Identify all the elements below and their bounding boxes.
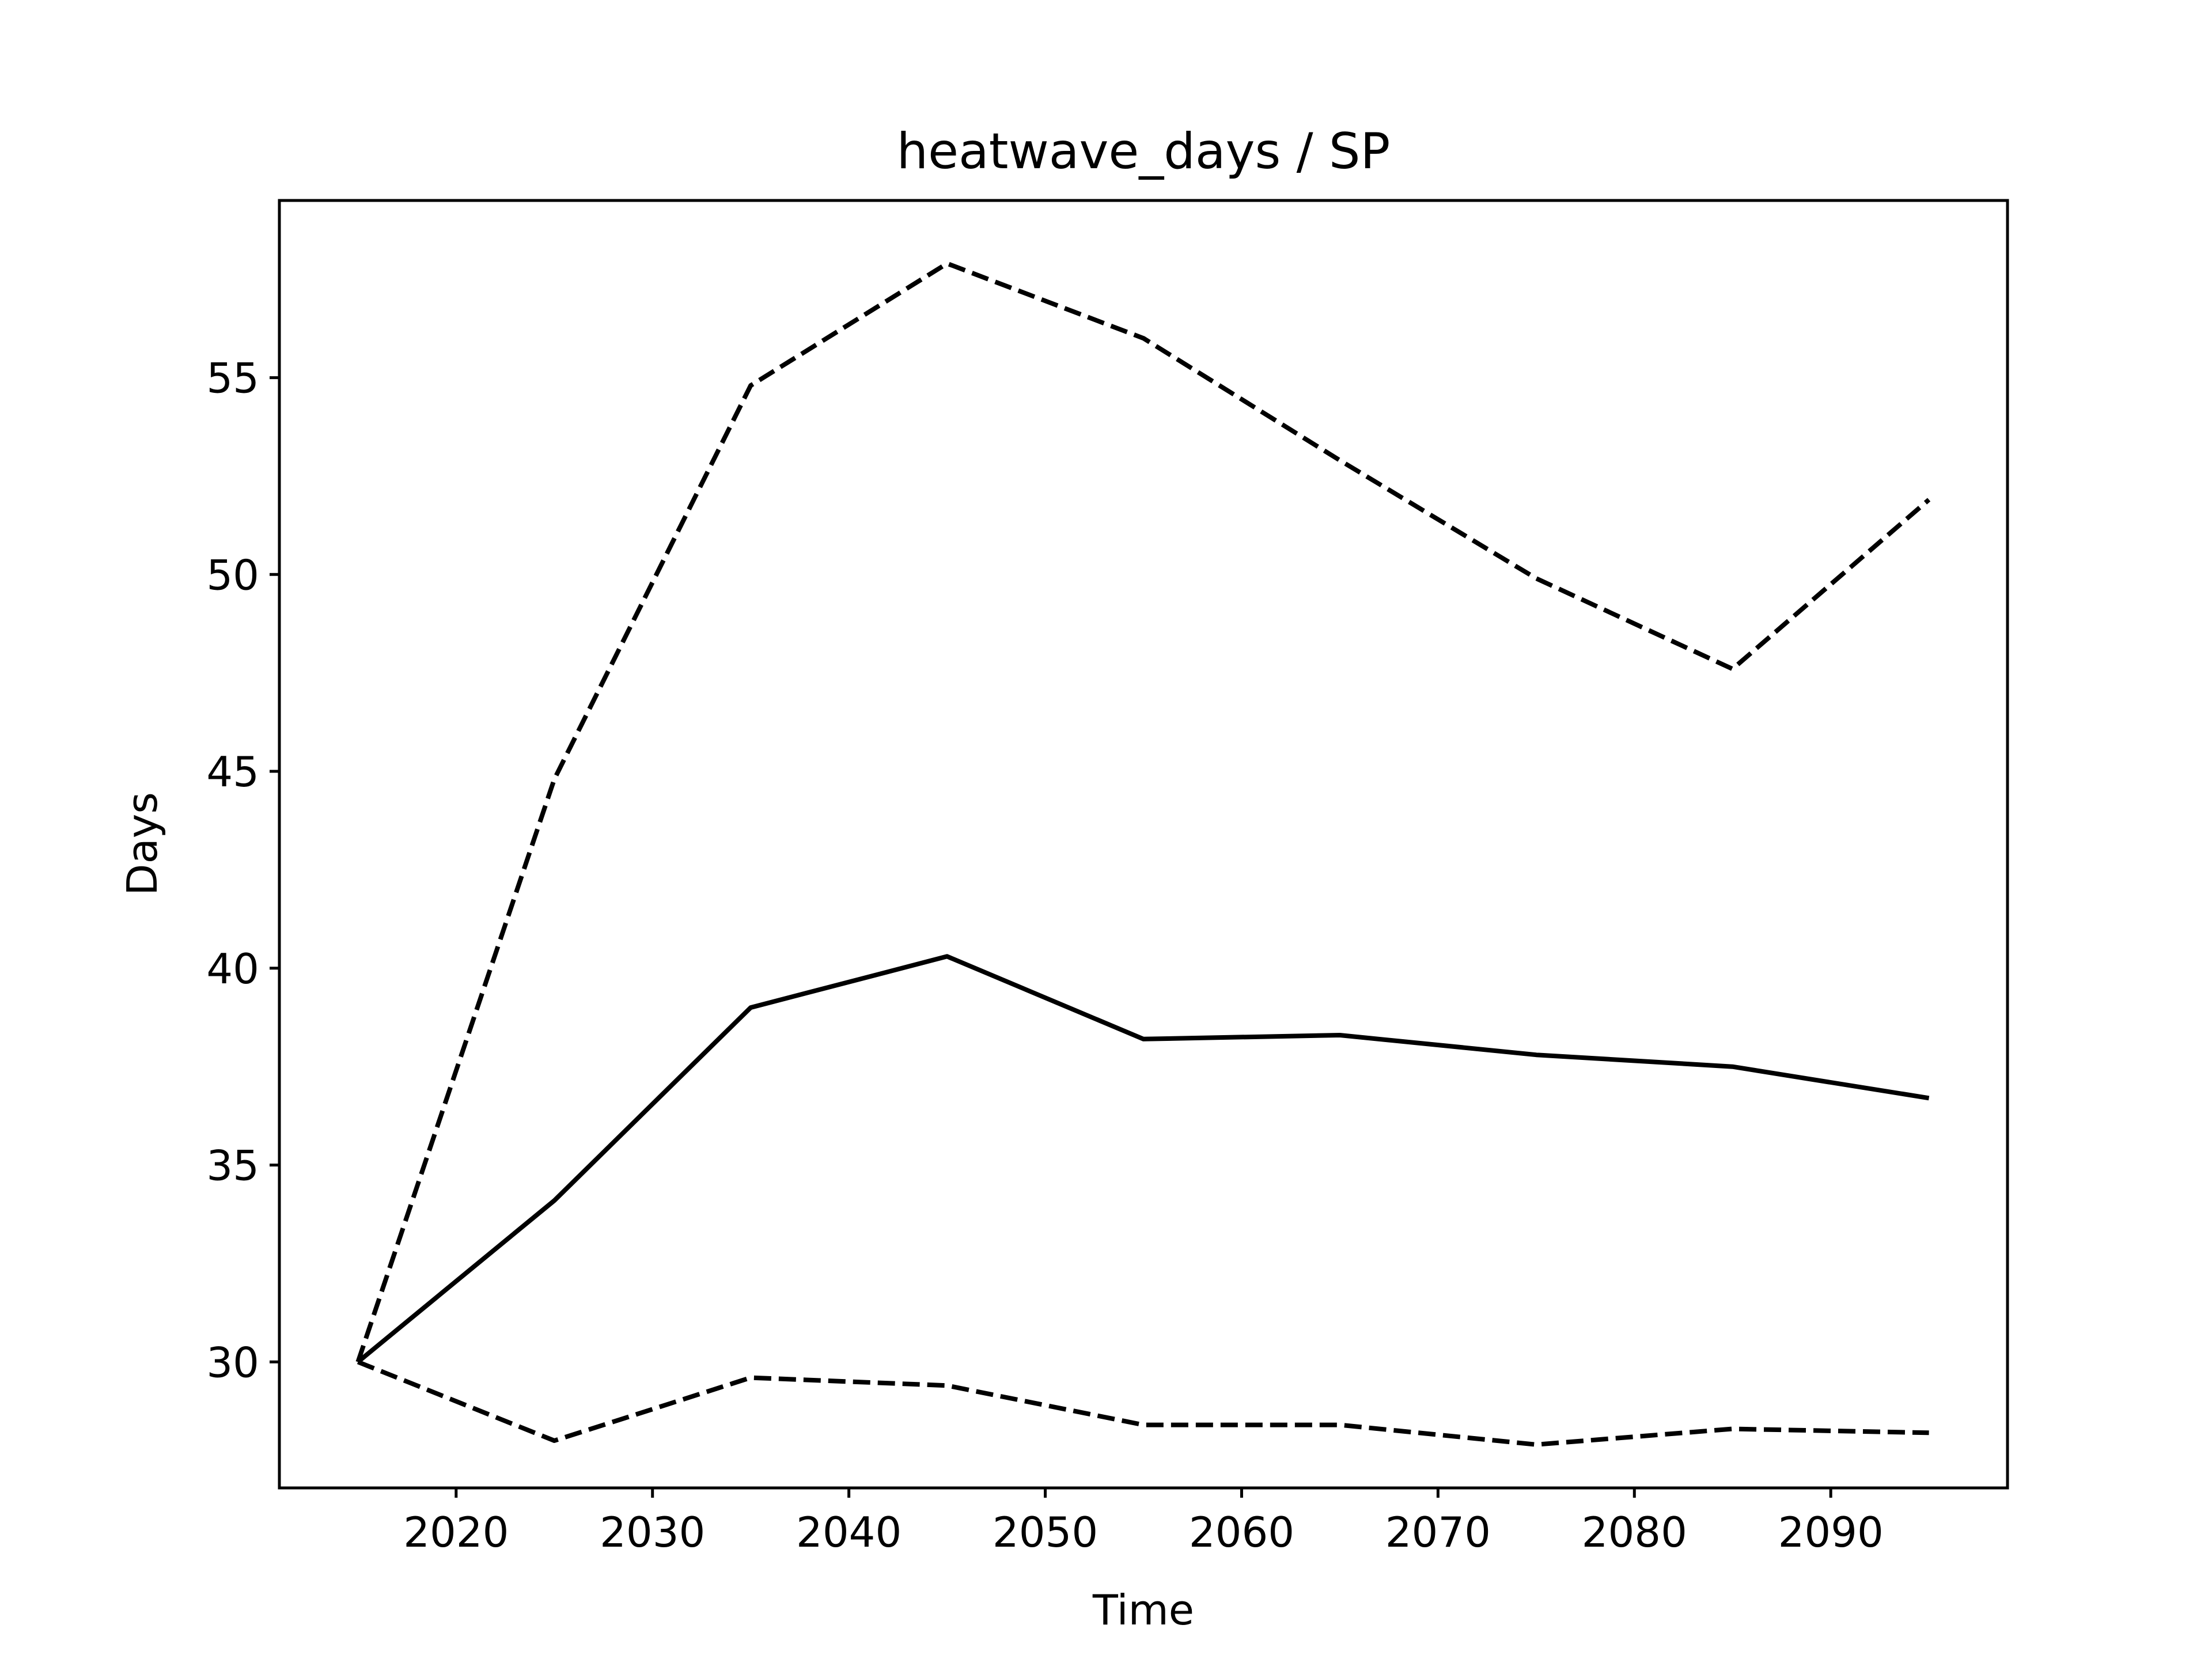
chart-title: heatwave_days / SP	[897, 123, 1391, 180]
y-tick-label: 40	[206, 945, 259, 993]
x-tick-label: 2030	[600, 1508, 705, 1556]
x-tick-label: 2020	[403, 1508, 509, 1556]
x-axis: 2020 2030 2040 2050 2060 2070 2080 2090	[403, 1488, 1884, 1556]
plot-area	[355, 261, 1931, 1447]
x-tick-label: 2060	[1189, 1508, 1294, 1556]
series-line-1	[356, 954, 1930, 1364]
x-axis-label: Time	[1092, 1586, 1194, 1634]
y-tick-label: 35	[206, 1142, 259, 1190]
x-tick-label: 2040	[796, 1508, 902, 1556]
x-tick-label: 2090	[1778, 1508, 1884, 1556]
y-tick-label: 30	[206, 1338, 259, 1387]
y-tick-label: 55	[206, 354, 259, 403]
y-axis-label: Days	[118, 792, 166, 896]
series-line-2	[355, 261, 1931, 1363]
y-axis: 30 35 40 45 50 55	[206, 354, 279, 1387]
y-tick-label: 50	[206, 551, 259, 599]
plot-frame	[278, 199, 2009, 1490]
x-tick-label: 2070	[1385, 1508, 1491, 1556]
series-line-3	[357, 1359, 1929, 1447]
y-tick-label: 45	[206, 748, 259, 796]
x-tick-label: 2080	[1582, 1508, 1687, 1556]
x-tick-label: 2050	[993, 1508, 1098, 1556]
